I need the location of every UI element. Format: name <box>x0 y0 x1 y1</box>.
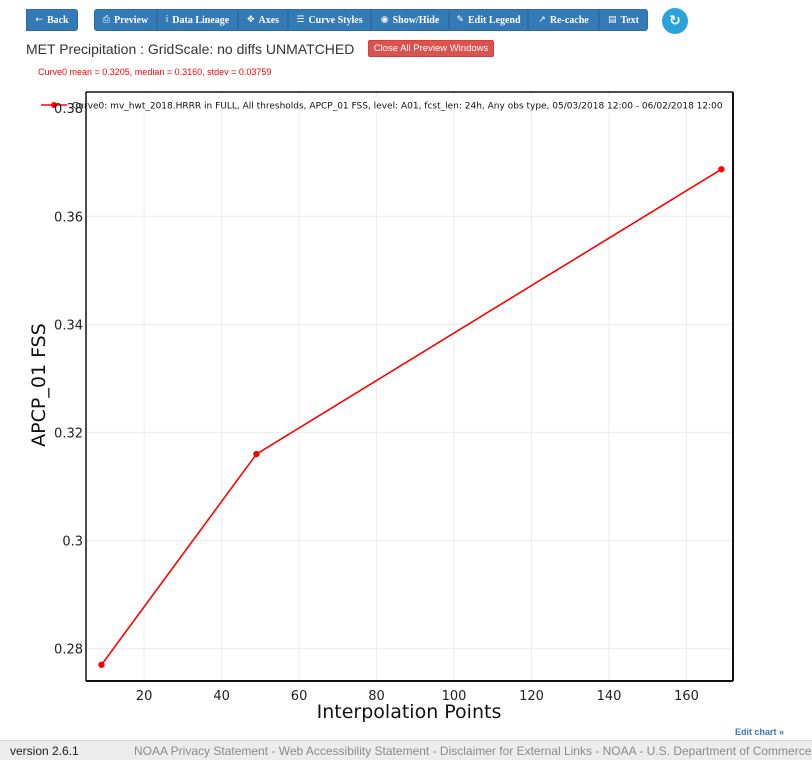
edit-chart-link[interactable]: Edit chart » <box>735 727 785 737</box>
data-point[interactable] <box>253 450 260 458</box>
legend-swatch-marker <box>51 102 57 108</box>
y-axis-label: APCP_01 FSS <box>28 323 50 447</box>
y-tick-label: 0.28 <box>54 643 83 658</box>
line-chart: Curve0: mv_hwt_2018.HRRR in FULL, All th… <box>28 91 793 723</box>
chart-legend[interactable]: Curve0: mv_hwt_2018.HRRR in FULL, All th… <box>33 96 793 113</box>
x-axis-ticks: 20 40 60 80 100 120 140 160 <box>136 689 699 704</box>
file-text-icon: ▤ <box>607 15 617 25</box>
footer-link-noaa[interactable]: NOAA <box>602 744 636 758</box>
series-curve0[interactable] <box>98 166 725 668</box>
show-hide-button[interactable]: ◉ Show/Hide <box>371 9 449 31</box>
y-tick-label: 0.34 <box>54 318 83 333</box>
data-point[interactable] <box>98 661 105 668</box>
y-axis-ticks: 0.28 0.3 0.32 0.34 0.36 0.38 <box>54 102 83 657</box>
x-tick-label: 140 <box>597 689 622 704</box>
x-tick-label: 120 <box>519 689 544 704</box>
arrow-left-icon: ← <box>35 15 43 25</box>
footer-link-privacy[interactable]: NOAA Privacy Statement <box>134 744 269 758</box>
recache-button[interactable]: ↗ Re-cache <box>528 9 599 31</box>
version-label: version 2.6.1 <box>10 744 79 758</box>
legend-entry-curve0: Curve0: mv_hwt_2018.HRRR in FULL, All th… <box>72 102 723 112</box>
edit-legend-button[interactable]: ✎ Edit Legend <box>449 9 528 31</box>
list-icon: ☰ <box>296 15 305 25</box>
y-tick-label: 0.32 <box>54 426 83 441</box>
footer-links: NOAA Privacy Statement - Web Accessibili… <box>134 744 812 758</box>
back-button[interactable]: ← Back <box>26 9 78 31</box>
footer: version 2.6.1 NOAA Privacy Statement - W… <box>0 740 812 760</box>
page-title: MET Precipitation : GridScale: no diffs … <box>26 41 355 57</box>
x-axis-label: Interpolation Points <box>317 701 502 723</box>
x-tick-label: 100 <box>442 689 467 704</box>
pencil-icon: ✎ <box>456 15 465 25</box>
y-tick-label: 0.38 <box>54 102 83 117</box>
footer-link-disclaimer[interactable]: Disclaimer for External Links <box>439 744 592 758</box>
refresh-button[interactable]: ↻ <box>662 8 688 34</box>
y-tick-label: 0.36 <box>54 210 83 225</box>
series-line <box>100 168 722 666</box>
move-icon: ✥ <box>246 15 255 25</box>
axes-button[interactable]: ✥ Axes <box>238 9 288 31</box>
refresh-icon: ↻ <box>669 13 681 29</box>
curve-stats: Curve0 mean = 0.3205, median = 0.3160, s… <box>38 67 272 77</box>
info-icon: i <box>165 15 169 25</box>
footer-link-commerce[interactable]: U.S. Department of Commerce <box>646 744 812 758</box>
preview-button[interactable]: ⎙ Preview <box>94 9 157 31</box>
x-tick-label: 160 <box>674 689 699 704</box>
printer-icon: ⎙ <box>102 15 110 25</box>
close-preview-windows-button[interactable]: Close All Preview Windows <box>368 40 494 57</box>
text-button[interactable]: ▤ Text <box>599 9 648 31</box>
chart-grid <box>86 92 733 681</box>
footer-link-accessibility[interactable]: Web Accessibility Statement <box>278 744 430 758</box>
x-tick-label: 80 <box>368 689 385 704</box>
x-tick-label: 20 <box>136 689 153 704</box>
x-tick-label: 60 <box>291 689 308 704</box>
curve-styles-button[interactable]: ☰ Curve Styles <box>288 9 371 31</box>
data-point[interactable] <box>718 166 725 173</box>
line-chart-icon: ↗ <box>538 15 546 25</box>
y-tick-label: 0.3 <box>62 535 83 550</box>
data-lineage-button[interactable]: i Data Lineage <box>157 9 238 31</box>
plot-frame <box>85 91 734 682</box>
x-tick-label: 40 <box>213 689 230 704</box>
eye-icon: ◉ <box>380 15 389 25</box>
legend-box <box>33 96 793 113</box>
